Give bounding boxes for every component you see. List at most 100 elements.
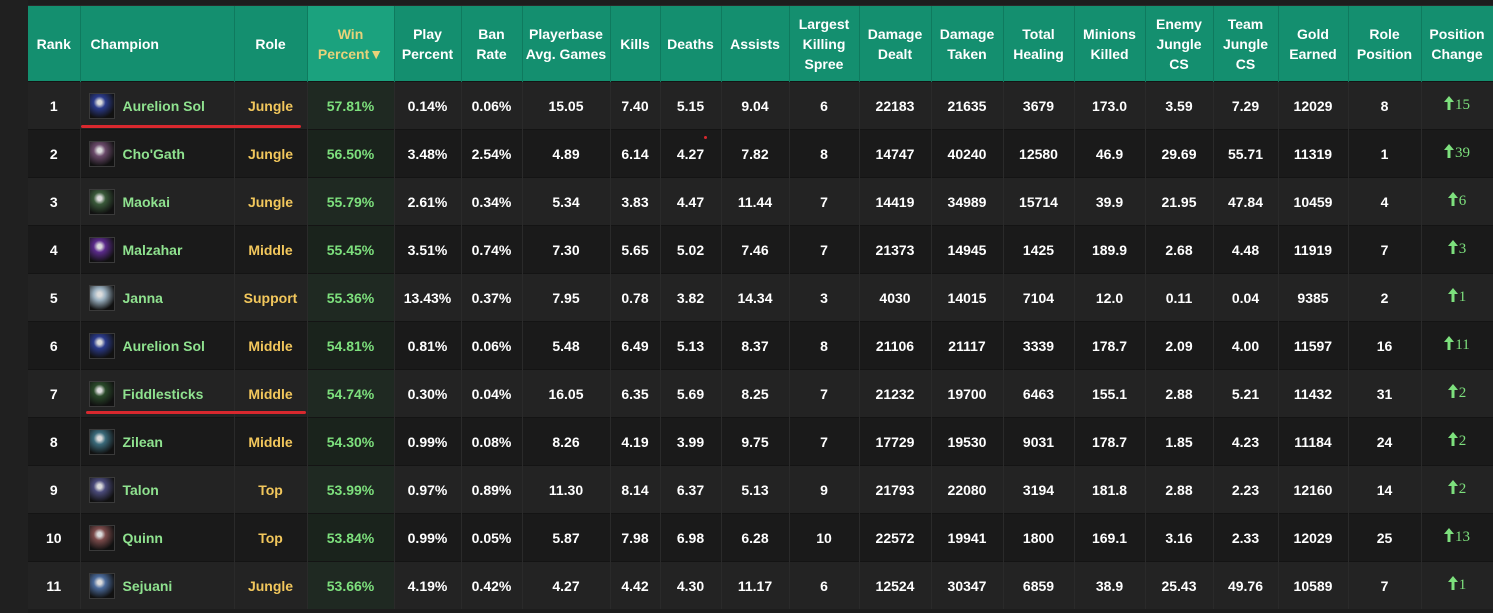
champion-cell[interactable]: Malzahar [80, 225, 235, 274]
enemy-jungle-cs-cell: 2.88 [1145, 465, 1214, 514]
killing-spree-cell: 9 [789, 465, 860, 514]
kills-cell: 4.42 [610, 561, 661, 609]
position-change-value: 39 [1444, 144, 1470, 161]
up-arrow-icon [1447, 288, 1458, 307]
role-position-cell: 14 [1348, 465, 1422, 514]
header-gold-earned[interactable]: Gold Earned [1278, 6, 1349, 82]
header-ban-rate[interactable]: Ban Rate [461, 6, 523, 82]
position-change-cell: 6 [1421, 177, 1493, 226]
chogath-icon[interactable] [88, 140, 115, 167]
fiddlesticks-icon[interactable] [88, 380, 115, 407]
header-row: Rank Champion Role Win Percent▼ Play Per… [28, 6, 1493, 82]
header-rank[interactable]: Rank [28, 6, 81, 82]
minions-killed-cell: 12.0 [1074, 273, 1146, 322]
header-deaths[interactable]: Deaths [660, 6, 722, 82]
champion-cell[interactable]: Aurelion Sol [80, 321, 235, 370]
champion-name[interactable]: Talon [122, 481, 159, 498]
rank-cell: 3 [28, 177, 81, 226]
champion-name[interactable]: Janna [122, 289, 163, 306]
avg-games-cell: 4.89 [522, 129, 611, 178]
position-change-cell: 13 [1421, 513, 1493, 562]
champion-cell[interactable]: Zilean [80, 417, 235, 466]
ban-rate-cell: 0.34% [461, 177, 523, 226]
header-assists[interactable]: Assists [721, 6, 790, 82]
header-minions-killed[interactable]: Minions Killed [1074, 6, 1146, 82]
header-enemy-jungle-cs[interactable]: Enemy Jungle CS [1145, 6, 1214, 82]
kills-cell: 0.78 [610, 273, 661, 322]
damage-taken-cell: 14945 [931, 225, 1004, 274]
champion-cell[interactable]: Talon [80, 465, 235, 514]
malzahar-icon[interactable] [88, 236, 115, 263]
champion-name[interactable]: Quinn [122, 529, 163, 546]
quinn-icon[interactable] [88, 524, 115, 551]
position-change-cell: 39 [1421, 129, 1493, 178]
role-cell: Jungle [234, 561, 308, 609]
champion-cell[interactable]: Janna [80, 273, 235, 322]
up-arrow-icon [1447, 576, 1458, 595]
zilean-icon[interactable] [88, 428, 115, 455]
annotation-underline-row-1 [81, 125, 301, 128]
assists-cell: 8.25 [721, 369, 790, 418]
champion-cell[interactable]: Cho'Gath [80, 129, 235, 178]
champion-name[interactable]: Maokai [122, 193, 170, 210]
champion-name[interactable]: Sejuani [122, 577, 173, 594]
up-arrow-icon [1447, 240, 1458, 259]
header-damage-taken[interactable]: Damage Taken [931, 6, 1004, 82]
role-cell: Middle [234, 321, 308, 370]
champion-stats-table-frame: Rank Champion Role Win Percent▼ Play Per… [28, 5, 1493, 609]
champion-name[interactable]: Zilean [122, 433, 163, 450]
ban-rate-cell: 0.08% [461, 417, 523, 466]
talon-icon[interactable] [88, 476, 115, 503]
team-jungle-cs-cell: 49.76 [1213, 561, 1279, 609]
role-position-cell: 1 [1348, 129, 1422, 178]
header-damage-dealt[interactable]: Damage Dealt [859, 6, 932, 82]
header-team-jungle-cs[interactable]: Team Jungle CS [1213, 6, 1279, 82]
aurelion-sol-icon[interactable] [88, 92, 115, 119]
killing-spree-cell: 10 [789, 513, 860, 562]
win-percent-cell: 56.50% [307, 129, 395, 178]
role-position-cell: 24 [1348, 417, 1422, 466]
enemy-jungle-cs-cell: 0.11 [1145, 273, 1214, 322]
position-change-value: 11 [1444, 336, 1470, 353]
killing-spree-cell: 7 [789, 369, 860, 418]
champion-cell[interactable]: Sejuani [80, 561, 235, 609]
deaths-cell: 4.27 [660, 129, 722, 178]
header-role[interactable]: Role [234, 6, 308, 82]
champion-cell[interactable]: Fiddlesticks [80, 369, 235, 418]
role-cell: Middle [234, 369, 308, 418]
role-cell: Support [234, 273, 308, 322]
champion-name[interactable]: Aurelion Sol [122, 337, 205, 354]
header-champion[interactable]: Champion [80, 6, 235, 82]
champion-name[interactable]: Aurelion Sol [122, 97, 205, 114]
enemy-jungle-cs-cell: 2.68 [1145, 225, 1214, 274]
position-change-number: 2 [1458, 385, 1467, 402]
header-killing-spree[interactable]: Largest Killing Spree [789, 6, 860, 82]
janna-icon[interactable] [88, 284, 115, 311]
champion-name[interactable]: Malzahar [122, 241, 183, 258]
total-healing-cell: 6859 [1003, 561, 1075, 609]
position-change-number: 1 [1458, 289, 1467, 306]
kills-cell: 7.40 [610, 81, 661, 130]
header-position-change[interactable]: Position Change [1421, 6, 1493, 82]
header-win-percent[interactable]: Win Percent▼ [307, 6, 395, 82]
sejuani-icon[interactable] [88, 572, 115, 599]
header-total-healing[interactable]: Total Healing [1003, 6, 1075, 82]
champion-name[interactable]: Fiddlesticks [122, 385, 204, 402]
header-avg-games[interactable]: Playerbase Avg. Games [522, 6, 611, 82]
rank-cell: 11 [28, 561, 81, 609]
damage-dealt-cell: 22183 [859, 81, 932, 130]
damage-taken-cell: 34989 [931, 177, 1004, 226]
champion-cell[interactable]: Quinn [80, 513, 235, 562]
aurelion-sol-icon[interactable] [88, 332, 115, 359]
header-role-position[interactable]: Role Position [1348, 6, 1422, 82]
header-kills[interactable]: Kills [610, 6, 661, 82]
header-play-percent[interactable]: Play Percent [394, 6, 462, 82]
maokai-icon[interactable] [88, 188, 115, 215]
champion-cell[interactable]: Aurelion Sol [80, 81, 235, 130]
enemy-jungle-cs-cell: 3.16 [1145, 513, 1214, 562]
total-healing-cell: 3339 [1003, 321, 1075, 370]
champion-cell[interactable]: Maokai [80, 177, 235, 226]
total-healing-cell: 1425 [1003, 225, 1075, 274]
champion-name[interactable]: Cho'Gath [122, 145, 185, 162]
assists-cell: 9.75 [721, 417, 790, 466]
